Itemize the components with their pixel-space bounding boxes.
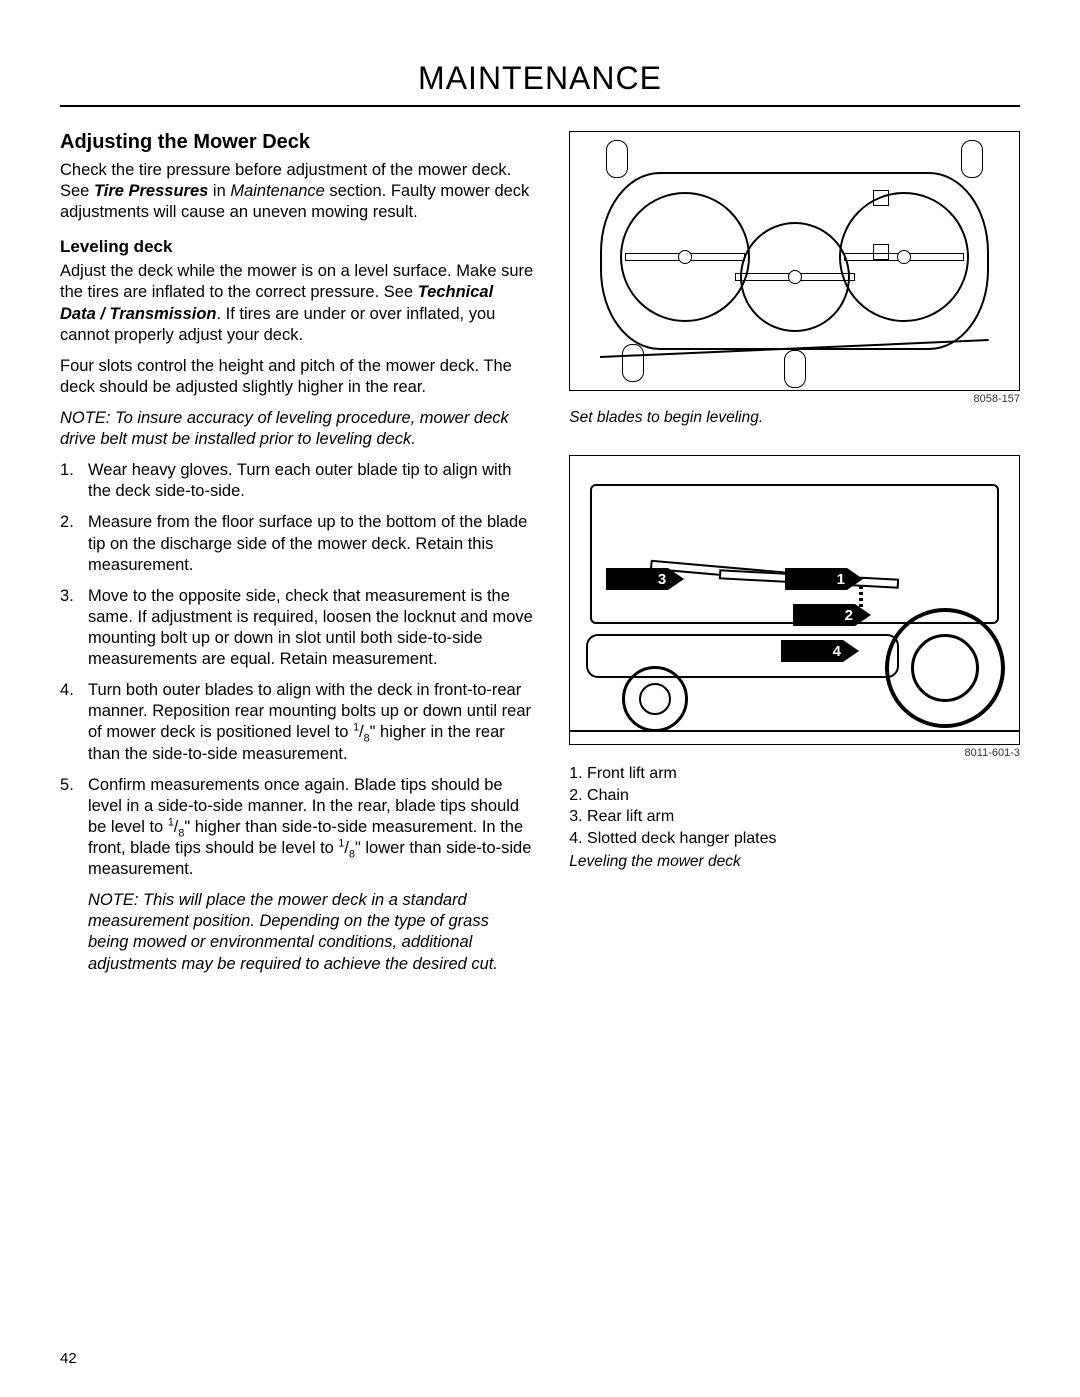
callout-label-3: 3: [658, 571, 666, 588]
figure-1-deck-top-view: [569, 131, 1020, 391]
legend-item-2: 2. Chain: [569, 785, 1020, 807]
blade-left-icon: [620, 192, 750, 322]
intro-text-c: in: [208, 182, 230, 200]
subsection-title: Leveling deck: [60, 237, 533, 257]
step-5: Confirm measurements once again. Blade t…: [60, 775, 533, 881]
control-box-icon: [873, 190, 889, 206]
step-1: Wear heavy gloves. Turn each outer blade…: [60, 460, 533, 502]
callout-label-1: 1: [837, 571, 845, 588]
intro-paragraph: Check the tire pressure before adjustmen…: [60, 160, 533, 223]
note-2: NOTE: This will place the mower deck in …: [60, 890, 533, 974]
figure-2-ref: 8011-601-3: [569, 747, 1020, 759]
caster-wheel-icon: [622, 344, 644, 382]
legend-item-1: 1. Front lift arm: [569, 763, 1020, 785]
left-column: Adjusting the Mower Deck Check the tire …: [60, 131, 533, 985]
ground-line: [570, 730, 1019, 732]
figure-2-deck-side-view: 3 1 2 4: [569, 455, 1020, 745]
figure-2-legend: 1. Front lift arm 2. Chain 3. Rear lift …: [569, 763, 1020, 849]
intro-ref-tire: Tire Pressures: [94, 182, 208, 200]
control-box-icon: [873, 244, 889, 260]
note-1: NOTE: To insure accuracy of leveling pro…: [60, 408, 533, 450]
legend-item-4: 4. Slotted deck hanger plates: [569, 828, 1020, 850]
arrow-head-icon: [668, 568, 684, 590]
frac-num-3: 1: [338, 837, 344, 849]
figure-1-ref: 8058-157: [569, 393, 1020, 405]
rear-tire-icon: [885, 608, 1005, 728]
arrow-head-icon: [855, 604, 871, 626]
blade-hub-icon: [788, 270, 802, 284]
callout-label-2: 2: [845, 607, 853, 624]
leveling-p1: Adjust the deck while the mower is on a …: [60, 261, 533, 345]
page-header: MAINTENANCE: [60, 60, 1020, 107]
blade-center-icon: [740, 222, 850, 332]
page-number: 42: [60, 1350, 77, 1367]
right-column: 8058-157 Set blades to begin leveling. 3: [569, 131, 1020, 985]
callout-arrow-4: 4: [781, 640, 859, 662]
caster-wheel-icon: [784, 350, 806, 388]
legend-item-3: 3. Rear lift arm: [569, 806, 1020, 828]
frac-num-2: 1: [168, 816, 174, 828]
step-4: Turn both outer blades to align with the…: [60, 680, 533, 764]
blade-hub-icon: [897, 250, 911, 264]
arrow-head-icon: [847, 568, 863, 590]
figure-1-caption: Set blades to begin leveling.: [569, 409, 1020, 427]
chassis-box: [590, 484, 999, 624]
blade-hub-icon: [678, 250, 692, 264]
callout-arrow-3: 3: [606, 568, 684, 590]
content-columns: Adjusting the Mower Deck Check the tire …: [60, 131, 1020, 985]
callout-arrow-1: 1: [785, 568, 863, 590]
callout-label-4: 4: [833, 643, 841, 660]
caster-wheel-icon: [961, 140, 983, 178]
callout-arrow-2: 2: [793, 604, 871, 626]
steps-list: Wear heavy gloves. Turn each outer blade…: [60, 460, 533, 880]
blade-right-icon: [839, 192, 969, 322]
intro-ref-maint: Maintenance: [230, 182, 324, 200]
caster-wheel-icon: [606, 140, 628, 178]
arrow-head-icon: [843, 640, 859, 662]
figure-2-caption: Leveling the mower deck: [569, 853, 1020, 871]
leveling-p2: Four slots control the height and pitch …: [60, 356, 533, 398]
step-3: Move to the opposite side, check that me…: [60, 586, 533, 670]
front-caster-tire-icon: [622, 666, 688, 732]
section-title: Adjusting the Mower Deck: [60, 131, 533, 154]
frac-num: 1: [353, 722, 359, 734]
chassis-outline: [590, 484, 999, 624]
step-2: Measure from the floor surface up to the…: [60, 512, 533, 575]
